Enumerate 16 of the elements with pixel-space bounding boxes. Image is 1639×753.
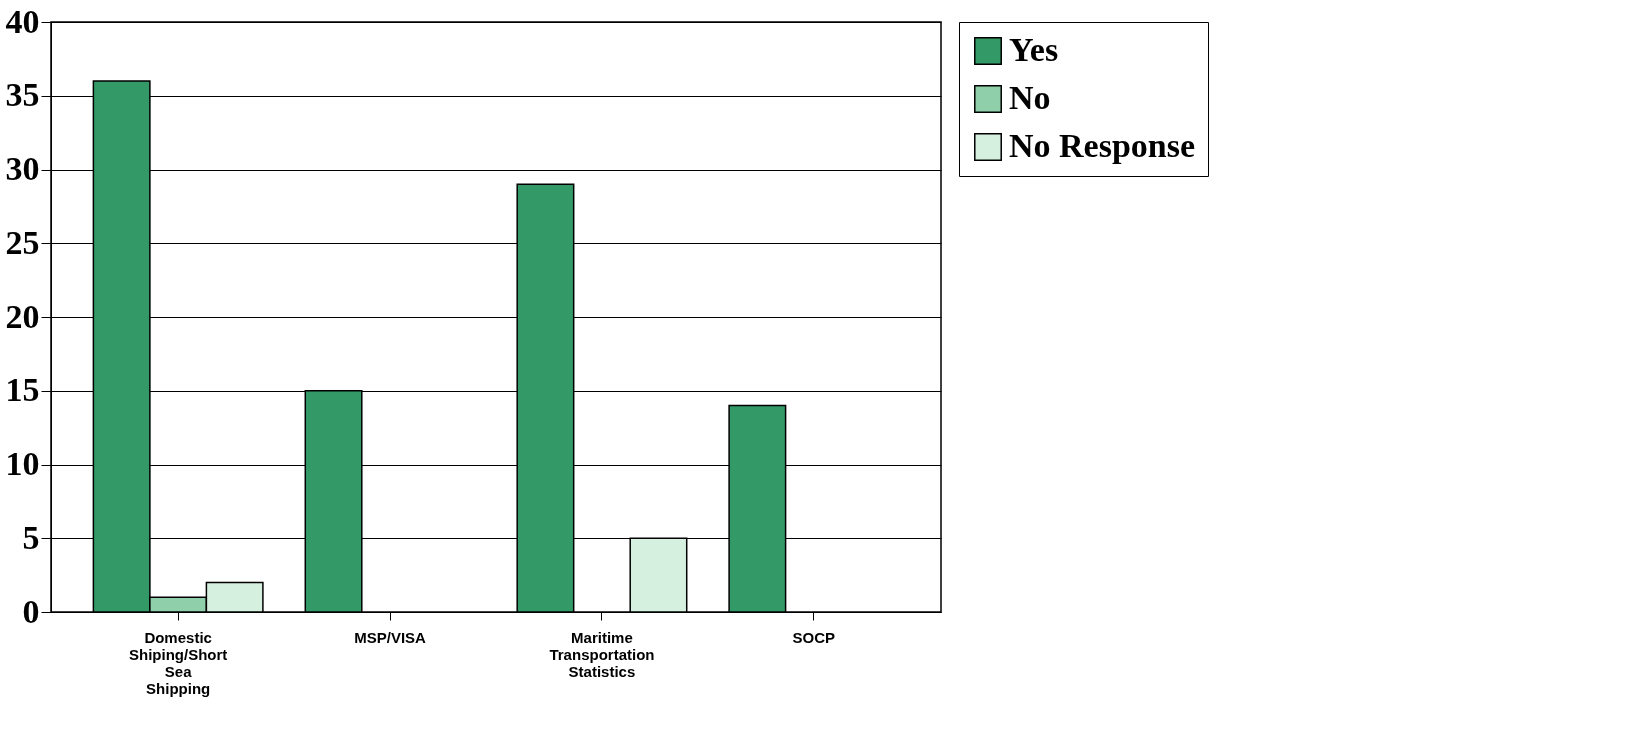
legend-label: No Response	[1009, 127, 1196, 164]
y-tick-label: 5	[22, 518, 40, 556]
y-tick-label: 30	[5, 150, 40, 187]
y-tick-label: 0	[22, 592, 40, 630]
x-tick-label: MSP/VISA	[354, 628, 427, 646]
y-tick-label: 10	[5, 445, 40, 482]
y-tick-label: 20	[5, 297, 40, 335]
x-tick-label: Domestic Shiping/Short Sea Shipping	[128, 628, 228, 697]
legend-label: No	[1009, 79, 1051, 116]
legend-label: Yes	[1009, 31, 1059, 68]
x-tick-label: Maritime Transportation Statistics	[549, 628, 655, 680]
x-tick-label: SOCP	[792, 628, 836, 646]
y-tick-label: 25	[5, 223, 40, 261]
y-tick-label: 15	[5, 371, 40, 409]
y-tick-label: 35	[5, 76, 40, 114]
y-tick-label: 40	[5, 2, 40, 40]
